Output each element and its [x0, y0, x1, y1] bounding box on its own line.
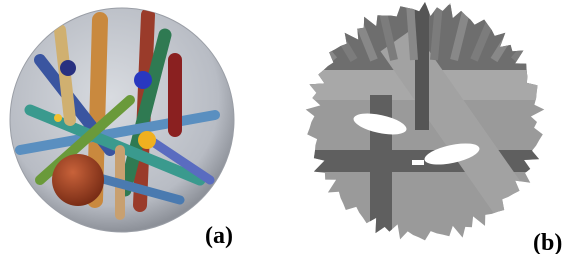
dark-band — [300, 150, 550, 172]
figure: (a) (b) — [0, 0, 572, 254]
ball — [52, 154, 104, 206]
page: (a) (b) (() => { const data = JSON.parse… — [0, 0, 572, 254]
tube-end — [134, 71, 152, 89]
panel-a-image — [10, 8, 234, 232]
tube-end — [60, 60, 76, 76]
notch — [412, 160, 424, 165]
spoke — [296, 15, 337, 62]
panel-label: (b) — [533, 230, 562, 254]
panel-label: (a) — [205, 223, 233, 249]
tube-end — [138, 131, 156, 149]
spoke — [511, 16, 553, 63]
tube-end — [54, 114, 62, 122]
panel-b-image — [296, 0, 554, 245]
dark-band — [415, 0, 429, 130]
